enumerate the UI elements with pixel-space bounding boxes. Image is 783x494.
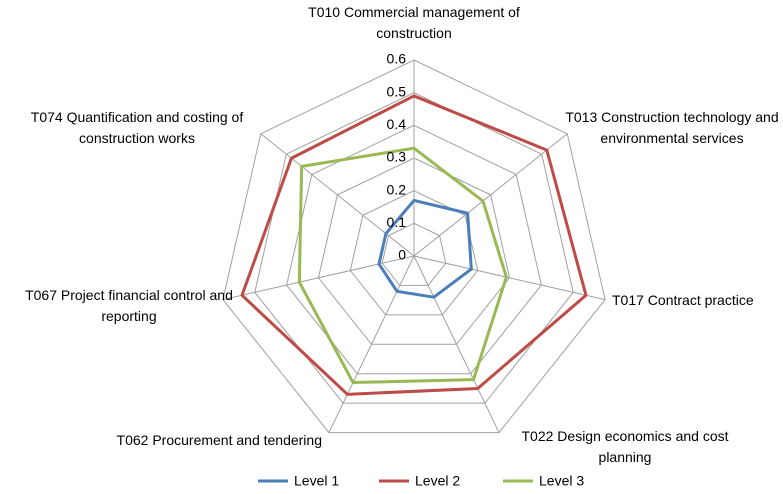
legend-label: Level 2 [415, 473, 460, 489]
tick-label: 0 [398, 247, 406, 263]
category-label: T017 Contract practice [612, 292, 754, 308]
tick-label: 0.1 [387, 214, 407, 230]
category-label: T010 Commercial management of constructi… [308, 4, 520, 41]
category-label: T013 Construction technology and environ… [565, 109, 779, 146]
tick-label: 0.3 [387, 149, 407, 165]
tick-label: 0.2 [387, 181, 407, 197]
tick-label: 0.6 [387, 51, 407, 67]
grid-ring [222, 59, 606, 434]
category-label: T022 Design economics and cost planning [521, 428, 729, 465]
series-line [377, 198, 473, 299]
grid-ring [317, 157, 511, 345]
grid-ring [381, 222, 447, 286]
legend-label: Level 1 [294, 473, 339, 489]
series-line [297, 146, 508, 385]
category-label: T074 Quantification and costing of const… [30, 109, 244, 146]
spoke [413, 255, 606, 301]
grid-ring [286, 124, 542, 375]
spoke [222, 255, 415, 301]
category-label: T067 Project financial control and repor… [25, 287, 233, 324]
category-label: T062 Procurement and tendering [116, 432, 322, 448]
spoke [328, 255, 415, 433]
spoke [413, 133, 568, 257]
grid-ring [254, 92, 574, 404]
series-line [240, 94, 588, 396]
spoke [413, 255, 500, 433]
legend-label: Level 3 [539, 473, 584, 489]
spoke [260, 133, 415, 257]
tick-label: 0.5 [387, 83, 407, 99]
tick-label: 0.4 [387, 116, 407, 132]
